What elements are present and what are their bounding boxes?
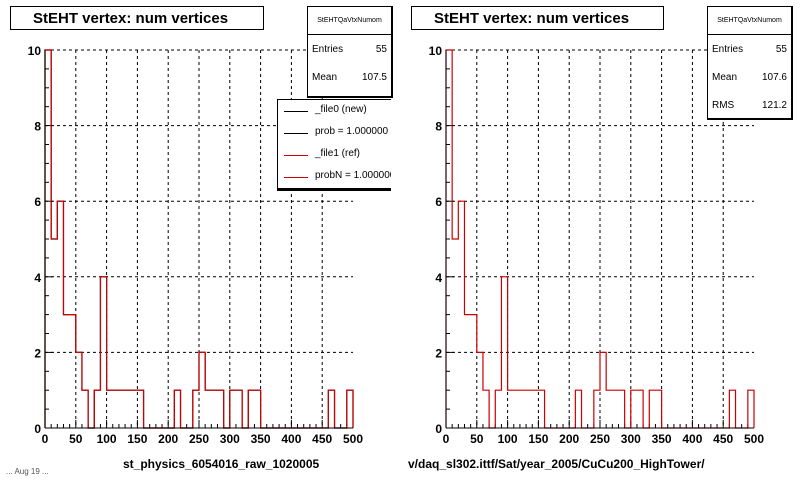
x-tick-label: 450 — [312, 432, 332, 446]
legend-label: _file0 (new) — [315, 104, 367, 115]
legend-swatch — [284, 155, 308, 156]
y-tick-label: 0 — [34, 422, 41, 436]
stats-mean-value: 107.5 — [361, 71, 387, 83]
y-tick-label: 6 — [435, 195, 442, 209]
y-tick-label: 2 — [34, 346, 41, 360]
legend-label: _file1 (ref) — [315, 148, 361, 159]
legend-item: _file0 (new) — [278, 100, 391, 122]
legend-swatch — [284, 133, 308, 134]
legend-label: prob = 1.000000 — [315, 126, 389, 137]
x-tick-label: 50 — [470, 432, 484, 446]
x-tick-label: 200 — [559, 432, 579, 446]
legend: _file0 (new) prob = 1.000000 _file1 (ref… — [277, 99, 391, 191]
x-tick-label: 400 — [682, 432, 702, 446]
legend-label: probN = 1.000000 — [315, 170, 391, 181]
y-tick-label: 0 — [435, 422, 442, 436]
legend-item: prob = 1.000000 — [278, 122, 391, 144]
y-tick-label: 2 — [435, 346, 442, 360]
stats-name: StEHTQaVtxNumom — [708, 7, 791, 35]
chart-title: StEHT vertex: num vertices — [411, 6, 664, 30]
legend-item: _file1 (ref) — [278, 144, 391, 166]
stats-mean-value: 107.6 — [761, 71, 787, 83]
y-tick-label: 10 — [429, 44, 443, 58]
x-axis-label: st_physics_6054016_raw_1020005 — [123, 457, 320, 471]
x-tick-label: 500 — [744, 432, 764, 446]
stats-rms-value: 121.2 — [761, 99, 787, 111]
stats-mean-row: Mean 107.5 — [308, 63, 391, 91]
x-tick-label: 250 — [590, 432, 610, 446]
x-tick-label: 400 — [281, 432, 301, 446]
legend-swatch — [284, 111, 308, 112]
stats-entries-row: Entries 55 — [308, 35, 391, 63]
x-tick-label: 350 — [251, 432, 271, 446]
stats-entries-row: Entries 55 — [708, 35, 791, 63]
x-tick-label: 500 — [343, 432, 363, 446]
stats-name: StEHTQaVtxNumom — [308, 7, 391, 35]
x-tick-label: 0 — [443, 432, 450, 446]
footer-timestamp: ... Aug 19 ... — [6, 467, 49, 476]
stats-rms-label: RMS — [712, 99, 735, 111]
stats-entries-label: Entries — [312, 43, 344, 55]
y-tick-label: 4 — [435, 271, 442, 285]
x-tick-label: 350 — [652, 432, 672, 446]
stats-entries-value: 55 — [775, 43, 787, 55]
x-tick-label: 100 — [498, 432, 518, 446]
stats-mean-label: Mean — [312, 71, 338, 83]
x-tick-label: 250 — [189, 432, 209, 446]
x-axis-label: v/daq_sl302.ittf/Sat/year_2005/CuCu200_H… — [408, 457, 705, 471]
y-tick-label: 4 — [34, 271, 41, 285]
x-tick-label: 150 — [528, 432, 548, 446]
x-tick-label: 100 — [97, 432, 117, 446]
stats-box: StEHTQaVtxNumom Entries 55 Mean 107.5 — [307, 6, 393, 98]
x-tick-label: 50 — [69, 432, 83, 446]
stats-entries-label: Entries — [712, 43, 744, 55]
x-tick-label: 450 — [713, 432, 733, 446]
y-tick-label: 10 — [28, 44, 42, 58]
legend-item: probN = 1.000000 — [278, 166, 391, 188]
stats-entries-value: 55 — [375, 43, 387, 55]
y-tick-label: 8 — [435, 120, 442, 134]
y-tick-label: 6 — [34, 195, 41, 209]
stats-mean-row: Mean 107.6 — [708, 63, 791, 91]
stats-mean-label: Mean — [712, 71, 738, 83]
x-tick-label: 300 — [621, 432, 641, 446]
stats-box: StEHTQaVtxNumom Entries 55 Mean 107.6 RM… — [707, 6, 793, 120]
legend-swatch — [284, 177, 308, 178]
x-tick-label: 200 — [158, 432, 178, 446]
y-tick-label: 8 — [34, 120, 41, 134]
stats-rms-row: RMS 121.2 — [708, 91, 791, 119]
chart-title: StEHT vertex: num vertices — [10, 6, 264, 30]
x-tick-label: 0 — [42, 432, 49, 446]
x-tick-label: 300 — [220, 432, 240, 446]
x-tick-label: 150 — [127, 432, 147, 446]
